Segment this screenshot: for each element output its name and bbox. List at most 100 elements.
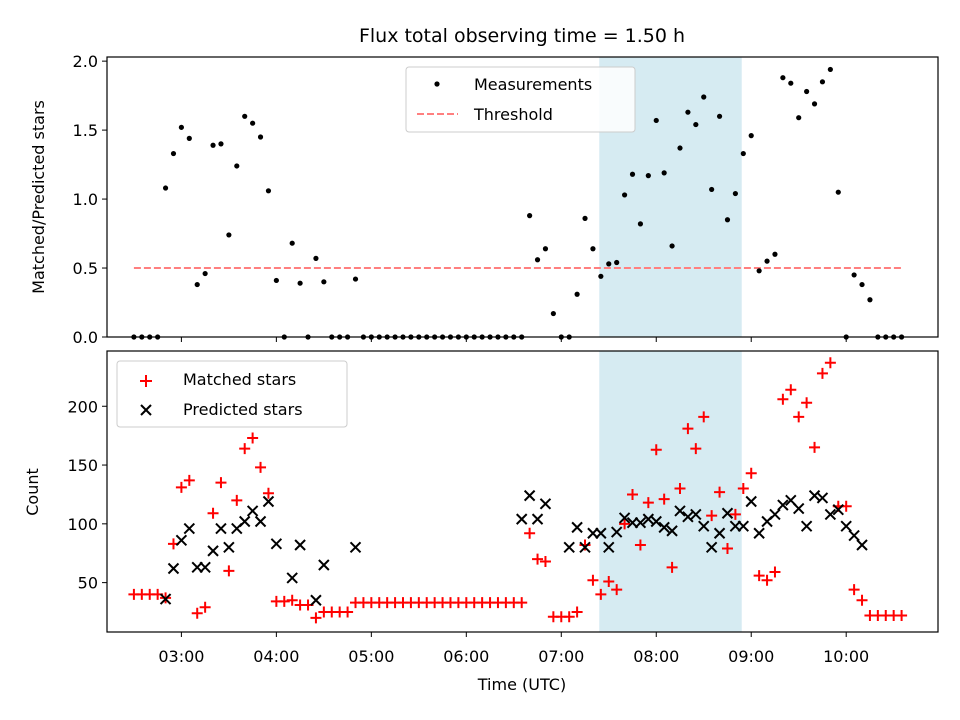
predicted-star-point [349,541,362,554]
y-tick-label: 0.5 [73,259,98,278]
matched-star-point [587,574,599,586]
measurement-point [693,121,699,128]
x-tick-label: 05:00 [348,647,394,666]
measurement-point [677,145,683,151]
legend-marker-measurements [434,81,440,87]
matched-star-point [745,467,757,479]
legend-top: Measurements Threshold [405,66,636,133]
legend-bottom: Matched stars Predicted stars [116,360,348,428]
matched-star-point [848,584,860,596]
matched-star-point [761,574,773,586]
x-tick-label: 03:00 [158,647,204,666]
legend-box-bottom [116,360,348,428]
predicted-star-point [239,515,251,528]
predicted-star-point [310,594,322,606]
y-tick-label: 1.5 [73,121,98,140]
matched-star-point [175,481,187,493]
measurement-point [867,297,873,303]
measurement-point [352,276,359,282]
measurement-point [804,88,810,95]
legend-label-predicted: Predicted stars [183,400,303,419]
predicted-star-point [824,508,837,521]
measurement-point [661,170,667,176]
matched-star-point [563,611,575,623]
predicted-star-point [254,515,267,528]
measurement-point [574,291,580,297]
matched-star-point [658,493,670,505]
matched-star-point [223,565,235,577]
measurement-point [170,150,177,157]
matched-star-point [286,594,298,606]
predicted-star-point [603,541,615,554]
matched-star-point [247,432,259,444]
predicted-star-point [595,527,607,539]
predicted-star-point [721,507,734,519]
predicted-star-point [737,520,750,532]
legend-label-matched: Matched stars [183,370,296,389]
matched-star-point [255,461,267,473]
y-tick-label: 2.0 [73,52,98,71]
measurement-point [257,134,264,140]
matched-star-point [737,483,749,495]
measurement-point [218,141,224,147]
matched-star-point [239,443,251,455]
measurement-point [772,251,778,257]
measurement-point [534,257,541,263]
matched-star-point [642,497,654,509]
measurement-point [614,259,620,266]
matched-star-point [674,483,686,495]
predicted-star-point [523,489,536,502]
measurement-point [701,94,707,100]
matched-star-point [682,423,694,435]
matched-star-point [262,487,274,499]
measurement-point [629,171,636,177]
matched-star-point [896,610,908,622]
matched-star-point [183,474,195,486]
matched-star-point [231,494,243,506]
x-tick-label: 09:00 [728,647,774,666]
panel-ratio: 0.00.51.01.52.0 Matched/Predicted stars … [29,52,939,347]
matched-star-point [571,606,583,618]
predicted-star-point [571,521,583,534]
measurement-point [550,310,556,317]
x-axis-title: Time (UTC) [477,675,566,694]
y-tick-label: 1.0 [73,190,98,209]
predicted-star-point [516,513,528,525]
predicted-star-point [753,527,765,539]
measurement-point [764,258,770,264]
measurement-point [590,246,596,252]
legend-marker-matched [140,375,152,387]
matched-star-point [627,488,639,500]
predicted-star-point [175,534,188,547]
predicted-star-point [262,495,275,508]
measurement-point [289,240,295,246]
predicted-star-point [848,529,860,542]
predicted-star-point [793,502,805,515]
matched-star-point [690,443,702,455]
predicted-star-point [816,492,829,504]
measurement-point [819,79,826,85]
matched-star-point [801,397,813,409]
predicted-star-point [246,505,259,517]
measurement-point [732,190,738,197]
measurement-point [234,163,240,169]
measurement-point [685,109,691,115]
measurement-point [606,261,612,267]
y-tick-label: 0.0 [73,328,98,347]
matched-star-point [666,561,678,573]
matched-star-point [579,539,591,551]
measurement-point [297,280,303,286]
matched-star-point [729,508,741,520]
matched-star-point [816,367,828,379]
measurement-point [313,255,319,261]
legend-label-threshold: Threshold [473,105,553,124]
matched-star-point [215,477,227,489]
predicted-star-point [199,561,211,574]
matched-star-point [539,555,551,567]
legend-marker-predicted [140,404,152,416]
predicted-star-point [579,541,591,554]
measurement-point [724,217,731,223]
predicted-star-point [713,527,726,539]
measurement-point [598,273,604,279]
predicted-star-point [745,495,757,508]
